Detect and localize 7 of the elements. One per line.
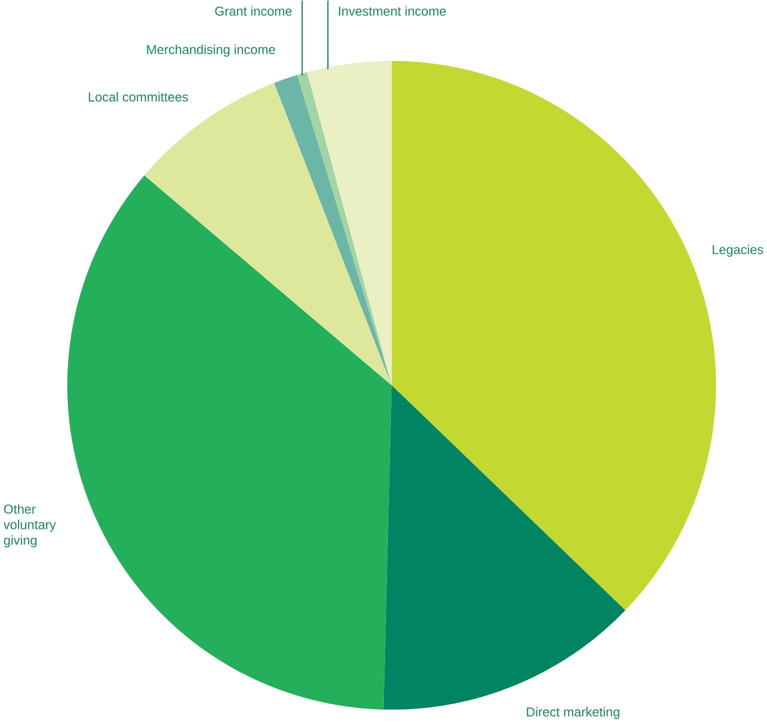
slice-label: Direct marketing — [526, 707, 620, 720]
slice-label: Legacies — [712, 244, 764, 257]
slice-label: Other voluntary giving — [4, 504, 56, 548]
slice-label: Investment income — [338, 6, 446, 16]
slice-label: Local committees — [88, 92, 188, 102]
slice-label: Merchandising income — [147, 44, 275, 57]
slice-label: Grant income — [215, 6, 292, 16]
